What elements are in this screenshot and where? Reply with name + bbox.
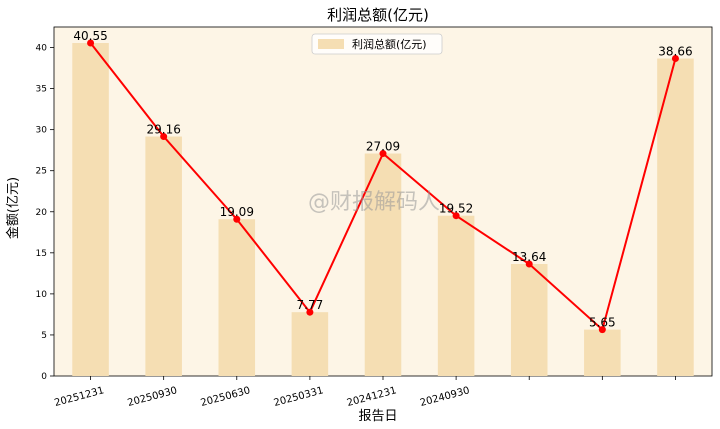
bar-2	[218, 219, 256, 376]
chart-title: 利润总额(亿元)	[327, 6, 429, 24]
y-tick-label-6: 30	[36, 126, 48, 136]
line-point-8	[671, 55, 679, 63]
line-point-1	[160, 133, 168, 141]
x-tick-label-5: 20240930	[419, 385, 471, 409]
x-tick-label-1: 20250930	[126, 385, 178, 409]
legend-box	[311, 33, 443, 55]
x-tick-label-2: 20250630	[200, 385, 252, 409]
line-point-0	[87, 39, 95, 47]
y-tick-label-0: 0	[41, 372, 47, 382]
bar-5	[437, 215, 475, 376]
line-point-5	[452, 212, 460, 220]
legend-swatch	[318, 39, 344, 49]
y-tick-label-7: 35	[36, 85, 47, 95]
line-point-4	[379, 150, 387, 158]
bar-8	[657, 58, 694, 377]
y-axis-label: 金额(亿元)	[5, 177, 21, 239]
bar-0	[72, 43, 109, 376]
x-tick-label-0: 20251231	[53, 385, 105, 409]
value-label-7: 5.65	[589, 316, 616, 330]
value-label-4: 27.09	[366, 140, 400, 154]
value-label-6: 13.64	[512, 250, 546, 264]
y-tick-label-2: 10	[36, 290, 48, 300]
y-tick-label-1: 5	[41, 331, 47, 341]
line-point-2	[233, 215, 241, 223]
value-label-8: 38.66	[658, 45, 692, 59]
legend: 利润总额(亿元)	[311, 33, 443, 55]
bar-4	[364, 153, 402, 376]
watermark: @财报解码人	[308, 190, 440, 215]
value-label-1: 29.16	[146, 123, 180, 137]
bar-1	[145, 136, 182, 376]
line-point-3	[306, 308, 314, 316]
value-label-2: 19.09	[220, 205, 254, 219]
bar-3	[291, 312, 329, 376]
bar-7	[584, 329, 621, 376]
value-label-0: 40.55	[73, 29, 107, 43]
line-point-6	[525, 260, 533, 268]
x-tick-label-4: 20241231	[346, 385, 398, 409]
y-tick-label-5: 25	[36, 167, 47, 177]
value-label-5: 19.52	[439, 202, 473, 216]
y-tick-label-8: 40	[36, 44, 48, 54]
line-point-7	[598, 326, 606, 334]
value-label-3: 7.77	[297, 298, 324, 312]
x-tick-label-3: 20250331	[273, 385, 325, 409]
y-tick-label-3: 15	[36, 249, 47, 259]
legend-label: 利润总额(亿元)	[352, 37, 427, 51]
y-tick-label-4: 20	[36, 208, 48, 218]
bar-6	[510, 263, 548, 376]
x-axis-label: 报告日	[358, 409, 397, 424]
